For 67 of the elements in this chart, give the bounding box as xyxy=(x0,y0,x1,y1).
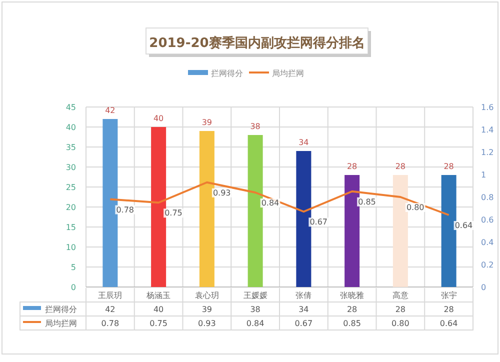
text: 38 xyxy=(250,122,260,131)
y-tick-label: 0 xyxy=(70,283,76,292)
x-tick-label: 张宇 xyxy=(440,291,457,300)
title: 2019-20赛季国内副攻拦网得分排名 xyxy=(146,28,371,57)
data-label: 28 xyxy=(444,305,454,314)
y-tick-label: 15 xyxy=(66,223,76,232)
data-label: 0.64 xyxy=(440,319,458,328)
y2-tick-label: 0.8 xyxy=(481,193,494,202)
data-label: 42 xyxy=(105,305,116,314)
series: 0.78 0.75 0.93 0.84 0.67 0.85 0.80 0.64 xyxy=(110,181,474,230)
data-label: 34 xyxy=(298,305,309,314)
y2-tick-label: 1.6 xyxy=(481,103,494,112)
y2-tick-label: 1.2 xyxy=(481,148,494,157)
y2-tick-label: 1.4 xyxy=(481,126,494,134)
x-tick-label: 袁心玥 xyxy=(194,291,219,300)
y2-tick-label: 0.2 xyxy=(481,260,494,270)
bar xyxy=(441,175,456,287)
text: 局均拦网 xyxy=(45,319,77,328)
data-label: 0.93 xyxy=(198,319,216,328)
bar xyxy=(392,175,408,287)
data-label: 40 xyxy=(153,305,164,314)
y-tick-label: 45 xyxy=(66,103,76,112)
y-tick-label: 35 xyxy=(66,143,76,152)
y-tick-label: 10 xyxy=(66,243,76,252)
y2-tick-label: 0 xyxy=(481,283,486,292)
text: 42 xyxy=(105,106,116,115)
legend: 拦网得分 局均拦网 xyxy=(188,69,304,78)
data-label: 0.80 xyxy=(392,319,410,328)
text: 39 xyxy=(202,118,212,127)
legend-label: 拦网得分 xyxy=(45,305,77,314)
text: 28 xyxy=(346,162,358,171)
chart-title: 2019-20赛季国内副攻拦网得分排名 xyxy=(149,35,365,51)
y2-tick-label: 0.6 xyxy=(481,216,494,224)
y-tick-label: 40 xyxy=(66,123,76,132)
x-tick-label: 杨涵玉 xyxy=(146,291,171,300)
text: 34 xyxy=(298,138,309,147)
data-label: 0.75 xyxy=(150,319,168,328)
x-tick-label: 王媛媛 xyxy=(243,291,268,300)
data-label: 39 xyxy=(202,305,212,314)
x-tick-label: 张晓雅 xyxy=(340,291,364,300)
y-tick-label: 5 xyxy=(70,263,76,272)
x-tick-label: 高意 xyxy=(392,291,408,300)
y2-tick-label: 1 xyxy=(481,170,486,180)
data-label: 0.67 xyxy=(294,319,313,328)
y2-tick-label: 0.4 xyxy=(481,238,494,247)
data-label: 0.85 xyxy=(343,319,361,328)
bar xyxy=(151,127,166,287)
bar xyxy=(248,135,263,287)
y-tick-label: 25 xyxy=(66,183,76,192)
data-label: 0.78 xyxy=(101,319,120,328)
legend-label: 局均拦网 xyxy=(272,69,304,78)
data-label: 28 xyxy=(346,305,358,314)
y-tick-label: 20 xyxy=(66,203,76,212)
text: 28 xyxy=(395,162,406,171)
bar xyxy=(199,131,214,287)
data-label: 0.84 xyxy=(246,319,264,328)
bar xyxy=(296,151,312,287)
y-tick-label: 30 xyxy=(66,163,76,172)
line-series xyxy=(109,181,450,216)
bar xyxy=(102,119,118,287)
x-tick-label: 张倩 xyxy=(296,291,312,300)
text: 28 xyxy=(444,162,454,171)
data-label: 28 xyxy=(395,305,406,314)
data-label: 38 xyxy=(250,305,260,314)
bar xyxy=(344,175,360,287)
x-tick-label: 王辰玥 xyxy=(98,291,122,300)
text: 40 xyxy=(153,114,164,123)
